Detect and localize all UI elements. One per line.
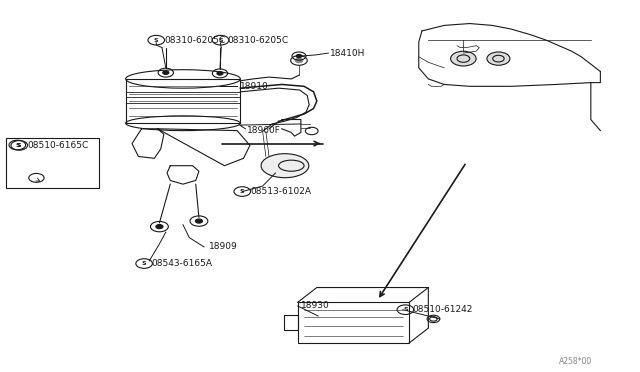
Text: 18910: 18910 xyxy=(241,82,269,91)
Text: A258*00: A258*00 xyxy=(559,357,592,366)
Circle shape xyxy=(195,219,202,223)
Circle shape xyxy=(295,58,303,62)
Text: S: S xyxy=(17,143,22,148)
Bar xyxy=(125,79,241,123)
Text: A258*00: A258*00 xyxy=(559,357,592,366)
Text: 18930: 18930 xyxy=(301,301,330,311)
Text: 08310-6205C: 08310-6205C xyxy=(164,36,225,45)
Ellipse shape xyxy=(261,154,309,178)
Circle shape xyxy=(487,52,510,65)
Bar xyxy=(284,315,298,330)
Text: 18909: 18909 xyxy=(209,243,237,251)
Text: S: S xyxy=(403,307,408,312)
Text: 08310-6205C: 08310-6205C xyxy=(228,36,289,45)
Bar xyxy=(298,302,409,343)
Circle shape xyxy=(217,72,223,75)
Text: S: S xyxy=(154,38,159,43)
Text: 18410H: 18410H xyxy=(330,49,365,58)
Text: S: S xyxy=(142,261,147,266)
Text: 08510-6165C: 08510-6165C xyxy=(27,141,88,150)
Text: S: S xyxy=(218,38,223,43)
Circle shape xyxy=(163,71,169,74)
Text: 08543-6165A: 08543-6165A xyxy=(151,259,212,268)
Text: S: S xyxy=(240,189,244,194)
Bar xyxy=(6,138,99,188)
Text: S: S xyxy=(15,142,20,148)
Circle shape xyxy=(451,51,476,66)
Text: 18960F: 18960F xyxy=(246,126,280,135)
Circle shape xyxy=(296,54,302,58)
Circle shape xyxy=(156,225,163,229)
Text: 08513-6102A: 08513-6102A xyxy=(250,187,311,196)
Text: 08510-61242: 08510-61242 xyxy=(412,305,473,314)
